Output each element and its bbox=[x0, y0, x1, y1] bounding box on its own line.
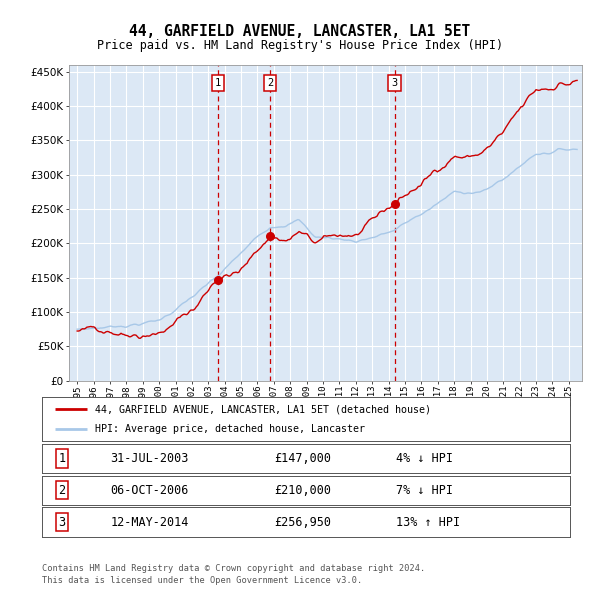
Text: 1: 1 bbox=[59, 452, 65, 465]
Text: HPI: Average price, detached house, Lancaster: HPI: Average price, detached house, Lanc… bbox=[95, 424, 365, 434]
Text: 3: 3 bbox=[391, 78, 398, 88]
Text: 3: 3 bbox=[59, 516, 65, 529]
Text: 44, GARFIELD AVENUE, LANCASTER, LA1 5ET (detached house): 44, GARFIELD AVENUE, LANCASTER, LA1 5ET … bbox=[95, 404, 431, 414]
Text: 7% ↓ HPI: 7% ↓ HPI bbox=[396, 484, 453, 497]
Text: 12-MAY-2014: 12-MAY-2014 bbox=[110, 516, 189, 529]
Text: 13% ↑ HPI: 13% ↑ HPI bbox=[396, 516, 460, 529]
Text: 2: 2 bbox=[267, 78, 273, 88]
Text: 4% ↓ HPI: 4% ↓ HPI bbox=[396, 452, 453, 465]
Text: 31-JUL-2003: 31-JUL-2003 bbox=[110, 452, 189, 465]
Text: 1: 1 bbox=[215, 78, 221, 88]
Text: £210,000: £210,000 bbox=[274, 484, 331, 497]
Text: £256,950: £256,950 bbox=[274, 516, 331, 529]
Text: 44, GARFIELD AVENUE, LANCASTER, LA1 5ET: 44, GARFIELD AVENUE, LANCASTER, LA1 5ET bbox=[130, 24, 470, 38]
Text: 2: 2 bbox=[59, 484, 65, 497]
Text: £147,000: £147,000 bbox=[274, 452, 331, 465]
Text: Price paid vs. HM Land Registry's House Price Index (HPI): Price paid vs. HM Land Registry's House … bbox=[97, 39, 503, 52]
Text: Contains HM Land Registry data © Crown copyright and database right 2024.
This d: Contains HM Land Registry data © Crown c… bbox=[42, 565, 425, 585]
Text: 06-OCT-2006: 06-OCT-2006 bbox=[110, 484, 189, 497]
